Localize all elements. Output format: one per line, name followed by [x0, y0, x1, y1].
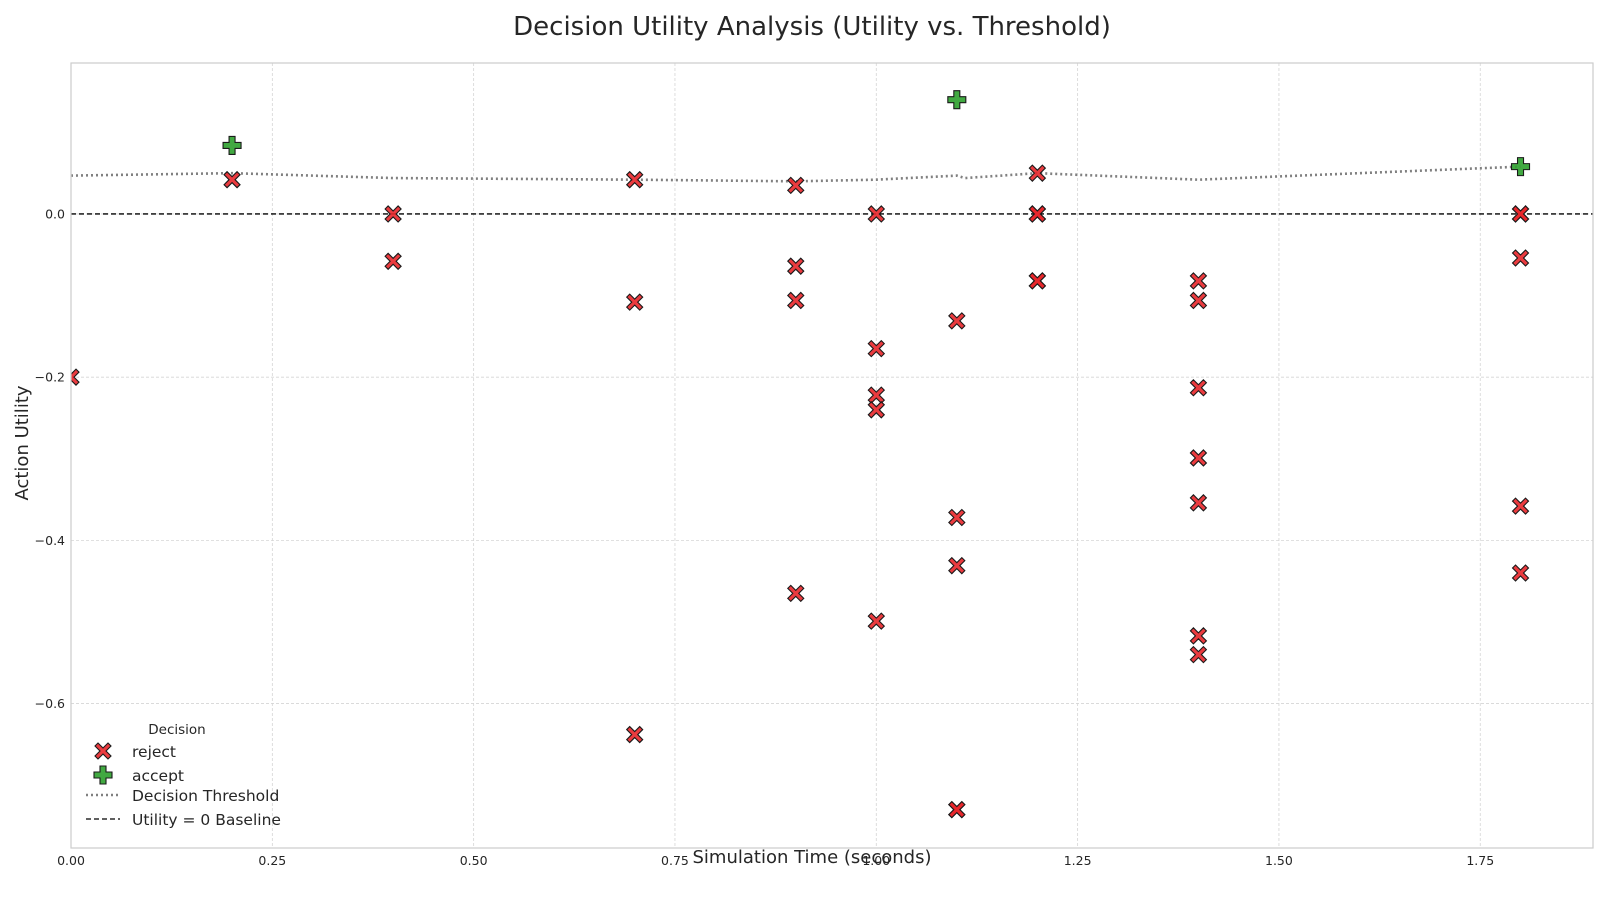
x-tick-label: 1.25	[1064, 853, 1092, 868]
x-tick-label: 0.00	[57, 853, 85, 868]
reject-point	[1028, 272, 1047, 290]
y-tick-label: −0.6	[35, 696, 65, 711]
reject-point	[948, 556, 966, 575]
plot-frame	[70, 62, 1594, 849]
reject-point	[1189, 378, 1208, 397]
reject-point	[1189, 627, 1208, 645]
x-tick-label: 1.75	[1466, 853, 1494, 868]
threshold-line	[70, 165, 1521, 183]
reject-point	[384, 205, 402, 223]
legend-symbol-accept	[93, 765, 113, 785]
legend-title: Decision	[148, 722, 205, 738]
accept-point	[222, 135, 242, 155]
reject-point	[948, 312, 966, 330]
points-layer	[71, 90, 1531, 819]
reject-point	[1511, 249, 1530, 267]
reject-point	[867, 386, 886, 404]
legend-label-accept: accept	[132, 767, 184, 785]
reject-point	[625, 293, 644, 311]
reject-point	[1189, 272, 1208, 290]
y-tick-label: 0.0	[45, 206, 65, 221]
legend: Decision reject accept Decision Threshol…	[86, 722, 281, 829]
reject-point	[948, 800, 966, 819]
legend-label-threshold: Decision Threshold	[132, 787, 279, 805]
x-tick-label: 1.00	[862, 853, 890, 868]
reject-point	[71, 368, 80, 386]
reject-point	[1511, 564, 1530, 582]
accept-point	[947, 90, 967, 110]
reject-point	[786, 257, 805, 275]
reject-point	[1511, 497, 1530, 515]
x-tick-label: 1.50	[1265, 853, 1293, 868]
legend-marker-accept	[93, 765, 113, 785]
reject-point	[384, 252, 402, 271]
reject-point	[867, 612, 886, 630]
reject-point	[867, 205, 886, 223]
reject-point	[786, 584, 805, 603]
reject-point	[867, 339, 886, 358]
x-tick-label: 0.25	[258, 853, 286, 868]
y-tick-label: −0.2	[35, 370, 65, 385]
reject-point	[1189, 645, 1208, 664]
reject-point	[786, 291, 805, 310]
reject-point	[1028, 164, 1047, 182]
reject-point	[1189, 449, 1208, 467]
reject-point	[625, 725, 644, 744]
reject-point	[1511, 205, 1530, 223]
reject-point	[223, 170, 241, 189]
accept-point	[1510, 157, 1531, 177]
legend-marker-reject	[94, 742, 112, 760]
reject-point	[1028, 205, 1047, 223]
x-tick-label: 0.50	[460, 853, 488, 868]
reject-point	[786, 176, 805, 195]
x-axis-label: Simulation Time (seconds)	[693, 847, 932, 868]
reject-point	[625, 170, 644, 189]
y-tick-label: −0.4	[35, 533, 65, 548]
y-axis-label: Action Utility	[12, 385, 33, 500]
reject-point	[948, 508, 966, 527]
legend-label-baseline: Utility = 0 Baseline	[132, 811, 281, 829]
reject-point	[1189, 291, 1208, 310]
x-tick-label: 0.75	[661, 853, 689, 868]
lines-layer	[70, 165, 1593, 215]
ticks-layer: 0.00 0.25 0.50 0.75 1.00 1.25 1.50 1.75 0.0 −0.2 −…	[35, 206, 1495, 868]
reject-point	[867, 401, 886, 419]
legend-label-reject: reject	[132, 743, 176, 761]
legend-symbol-reject	[94, 742, 112, 760]
reject-point	[1189, 494, 1208, 512]
chart-title: Decision Utility Analysis (Utility vs. T…	[513, 12, 1111, 42]
